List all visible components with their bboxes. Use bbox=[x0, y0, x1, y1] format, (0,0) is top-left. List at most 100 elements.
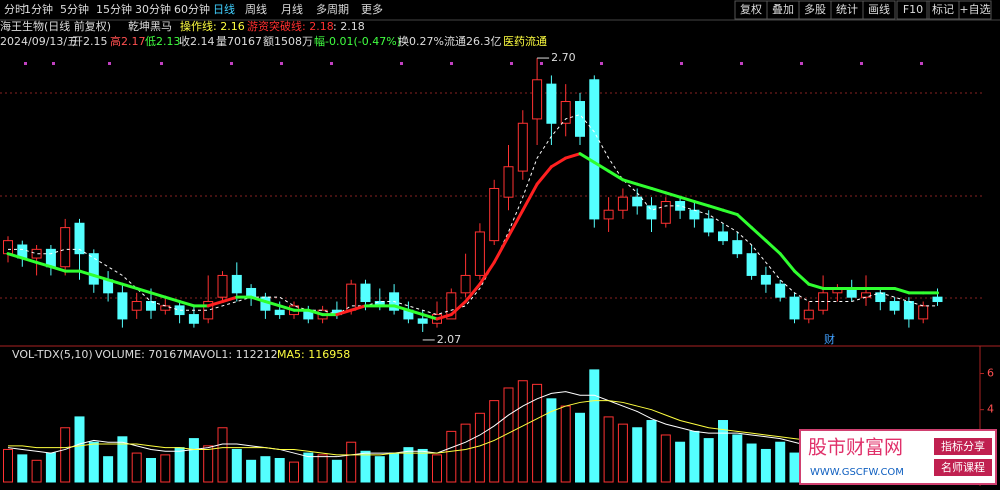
toolbar-tab[interactable]: 更多 bbox=[361, 2, 383, 16]
operation-line bbox=[578, 152, 596, 164]
volume-bar bbox=[703, 438, 714, 483]
quote-field: 额1508万 bbox=[263, 35, 313, 48]
volume-bar bbox=[88, 441, 99, 483]
operation-line bbox=[464, 282, 482, 304]
toolbar-button-label[interactable]: 画线 bbox=[868, 2, 890, 16]
dashed-average-line bbox=[8, 113, 938, 316]
operation-line bbox=[178, 300, 196, 308]
toolbar-button-label[interactable]: 叠加 bbox=[772, 3, 794, 16]
candle-body bbox=[460, 274, 471, 294]
candle-body bbox=[88, 253, 99, 285]
operation-line bbox=[49, 265, 67, 273]
toolbar-button[interactable] bbox=[862, 0, 896, 20]
volume-bar bbox=[45, 452, 56, 483]
toolbar-tab[interactable]: 多周期 bbox=[316, 2, 349, 16]
toolbar-tab[interactable]: 月线 bbox=[281, 2, 303, 16]
operation-line bbox=[449, 300, 468, 317]
quote-field: 2024/09/13/五 bbox=[0, 35, 78, 48]
volume-bar bbox=[217, 427, 228, 483]
operation-line bbox=[492, 234, 510, 264]
candle-body bbox=[617, 196, 628, 211]
operation-line bbox=[249, 295, 267, 304]
operation-line bbox=[421, 313, 439, 321]
operation-line bbox=[607, 169, 625, 182]
candle-body bbox=[532, 79, 543, 120]
candle-body bbox=[775, 283, 786, 298]
volume-header-field: MAVOL1: 112212 bbox=[183, 348, 278, 361]
volume-bar bbox=[474, 412, 485, 483]
candle-body bbox=[117, 292, 128, 320]
header-indicator: 乾坤黑马 bbox=[128, 19, 172, 33]
quote-field: 收2.14 bbox=[179, 34, 215, 48]
operation-line bbox=[6, 252, 24, 260]
toolbar-button[interactable] bbox=[958, 0, 992, 20]
toolbar-tab[interactable]: 60分钟 bbox=[174, 2, 210, 16]
header-hot-line2: : 2.18 bbox=[333, 20, 365, 33]
toolbar-tab[interactable]: 周线 bbox=[245, 2, 267, 16]
volume-bar bbox=[231, 448, 242, 483]
volume-bar bbox=[146, 457, 156, 483]
signal-dots bbox=[24, 62, 923, 65]
toolbar-button-label[interactable]: 复权 bbox=[740, 2, 762, 16]
volume-bar bbox=[446, 430, 457, 483]
volume-bar bbox=[274, 457, 285, 483]
toolbar-button[interactable] bbox=[896, 0, 930, 20]
volume-header-field: MA5: 116958 bbox=[277, 348, 350, 361]
operation-line bbox=[20, 256, 39, 264]
candle-body bbox=[503, 166, 514, 198]
toolbar-button-label[interactable]: 多股 bbox=[804, 2, 826, 16]
operation-line bbox=[507, 208, 525, 238]
toolbar-button-label[interactable]: 统计 bbox=[836, 3, 858, 16]
toolbar-button-label[interactable]: 标记 bbox=[932, 2, 954, 16]
high-annotation: 2.70 bbox=[551, 51, 576, 64]
toolbar-button-label[interactable]: +自选 bbox=[959, 3, 990, 16]
candle-body bbox=[603, 209, 614, 220]
toolbar-tab[interactable]: 15分钟 bbox=[96, 2, 132, 16]
volume-header-field: VOL-TDX(5,10) bbox=[12, 348, 93, 361]
operation-line bbox=[678, 195, 696, 204]
volume-bar bbox=[317, 454, 328, 483]
toolbar-tab[interactable]: 1分钟 bbox=[24, 2, 53, 16]
operation-line bbox=[650, 186, 668, 195]
volume-bar bbox=[546, 398, 557, 483]
toolbar-tab[interactable]: 5分钟 bbox=[60, 2, 89, 16]
volume-tick-label: 6 bbox=[987, 367, 994, 380]
volume-bar bbox=[589, 369, 600, 483]
candle-body bbox=[789, 296, 800, 320]
candle-body bbox=[131, 301, 142, 311]
candle-body bbox=[903, 301, 914, 320]
operation-line bbox=[535, 165, 553, 186]
volume-bar bbox=[632, 427, 643, 483]
quote-field: 高2.17 bbox=[110, 34, 146, 48]
volume-bar bbox=[346, 441, 357, 483]
operation-line bbox=[893, 286, 911, 295]
candle-body bbox=[417, 318, 428, 324]
operation-line bbox=[721, 208, 739, 217]
candle-body bbox=[732, 240, 743, 255]
operation-line bbox=[750, 226, 768, 243]
watermark-url: WWW.GSCFW.COM bbox=[810, 467, 904, 478]
candle-body bbox=[231, 274, 242, 294]
candle-body bbox=[889, 301, 900, 311]
operation-line bbox=[764, 239, 782, 256]
operation-line bbox=[278, 304, 296, 312]
candle-body bbox=[746, 253, 757, 276]
toolbar-tab[interactable]: 日线 bbox=[213, 2, 235, 16]
candle-body bbox=[188, 314, 199, 324]
operation-line bbox=[306, 308, 325, 317]
toolbar-tab[interactable]: 30分钟 bbox=[135, 2, 171, 16]
toolbar-button-label[interactable]: F10 bbox=[903, 3, 923, 16]
toolbar-tab[interactable]: 分时 bbox=[4, 3, 26, 16]
quote-field: 医药流通 bbox=[503, 34, 547, 48]
candle-body bbox=[160, 305, 171, 311]
volume-bar bbox=[60, 427, 71, 483]
operation-line bbox=[120, 282, 139, 290]
volume-bar bbox=[460, 423, 471, 483]
volume-bar bbox=[389, 452, 400, 483]
candle-body bbox=[74, 222, 85, 255]
quote-field: 低2.13 bbox=[145, 35, 181, 48]
operation-line bbox=[778, 252, 796, 273]
